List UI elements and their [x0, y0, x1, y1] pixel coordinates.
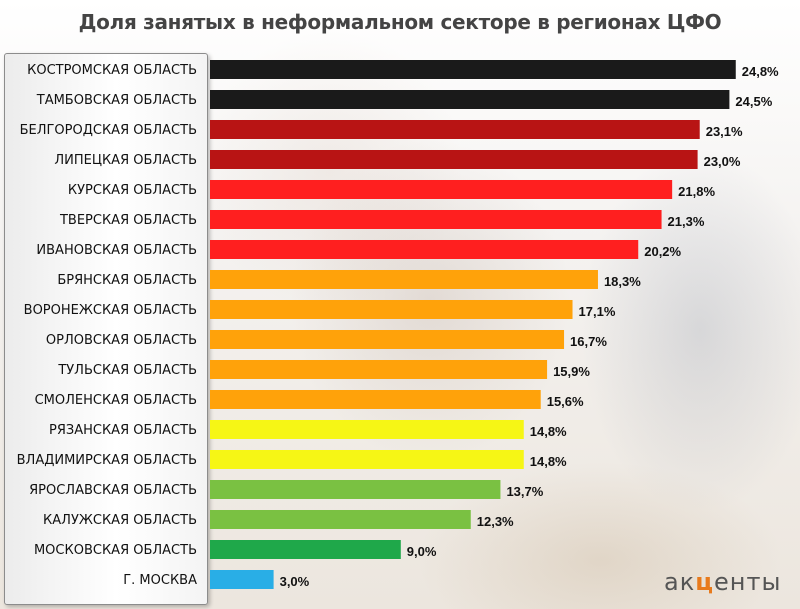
bar: [210, 90, 730, 109]
logo-text-start: ак: [664, 568, 696, 596]
value-label: 15,6%: [547, 394, 584, 409]
category-label: РЯЗАНСКАЯ ОБЛАСТЬ: [49, 423, 197, 438]
category-label: ЯРОСЛАВСКАЯ ОБЛАСТЬ: [29, 483, 197, 498]
category-label: КАЛУЖСКАЯ ОБЛАСТЬ: [43, 513, 197, 528]
category-label: ИВАНОВСКАЯ ОБЛАСТЬ: [36, 243, 197, 258]
category-label: ЛИПЕЦКАЯ ОБЛАСТЬ: [54, 153, 197, 168]
chart-title: Доля занятых в неформальном секторе в ре…: [78, 10, 722, 34]
bar: [210, 540, 401, 559]
bar: [210, 300, 573, 319]
bar: [210, 180, 673, 199]
value-label: 23,1%: [706, 124, 743, 139]
bar: [210, 420, 524, 439]
category-label: ВОРОНЕЖСКАЯ ОБЛАСТЬ: [24, 303, 197, 318]
category-label: БЕЛГОРОДСКАЯ ОБЛАСТЬ: [20, 123, 197, 138]
category-label: МОСКОВСКАЯ ОБЛАСТЬ: [34, 543, 197, 558]
bar: [210, 150, 698, 169]
bar: [210, 270, 598, 289]
category-label: ОРЛОВСКАЯ ОБЛАСТЬ: [46, 333, 197, 348]
value-label: 24,8%: [742, 64, 779, 79]
value-label: 23,0%: [704, 154, 741, 169]
category-label: КОСТРОМСКАЯ ОБЛАСТЬ: [27, 63, 197, 78]
value-label: 12,3%: [477, 514, 514, 529]
value-label: 18,3%: [604, 274, 641, 289]
category-label-panel: [4, 53, 208, 605]
value-label: 3,0%: [280, 574, 310, 589]
category-label: ТАМБОВСКАЯ ОБЛАСТЬ: [36, 93, 197, 108]
category-label: ТВЕРСКАЯ ОБЛАСТЬ: [59, 213, 197, 228]
bar: [210, 60, 736, 79]
value-label: 9,0%: [407, 544, 437, 559]
category-label: ВЛАДИМИРСКАЯ ОБЛАСТЬ: [17, 453, 197, 468]
value-label: 21,3%: [668, 214, 705, 229]
bar: [210, 570, 274, 589]
category-label: БРЯНСКАЯ ОБЛАСТЬ: [57, 273, 197, 288]
value-label: 21,8%: [678, 184, 715, 199]
bar: [210, 240, 639, 259]
logo-text-end: енты: [714, 568, 782, 596]
bar: [210, 510, 471, 529]
bar: [210, 390, 541, 409]
value-label: 14,8%: [530, 424, 567, 439]
bar: [210, 210, 662, 229]
brand-logo: акценты: [664, 568, 781, 596]
value-label: 24,5%: [735, 94, 772, 109]
bar: [210, 120, 700, 139]
category-label: КУРСКАЯ ОБЛАСТЬ: [68, 183, 197, 198]
value-label: 14,8%: [530, 454, 567, 469]
bar: [210, 450, 524, 469]
value-label: 16,7%: [570, 334, 607, 349]
value-label: 13,7%: [506, 484, 543, 499]
logo-accent-letter: ц: [695, 568, 714, 596]
value-label: 17,1%: [579, 304, 616, 319]
value-label: 20,2%: [644, 244, 681, 259]
bar: [210, 480, 501, 499]
category-label: СМОЛЕНСКАЯ ОБЛАСТЬ: [35, 393, 197, 408]
category-label: Г. МОСКВА: [123, 573, 197, 588]
bar: [210, 360, 548, 379]
value-label: 15,9%: [553, 364, 590, 379]
bar: [210, 330, 565, 349]
category-label: ТУЛЬСКАЯ ОБЛАСТЬ: [57, 363, 197, 378]
